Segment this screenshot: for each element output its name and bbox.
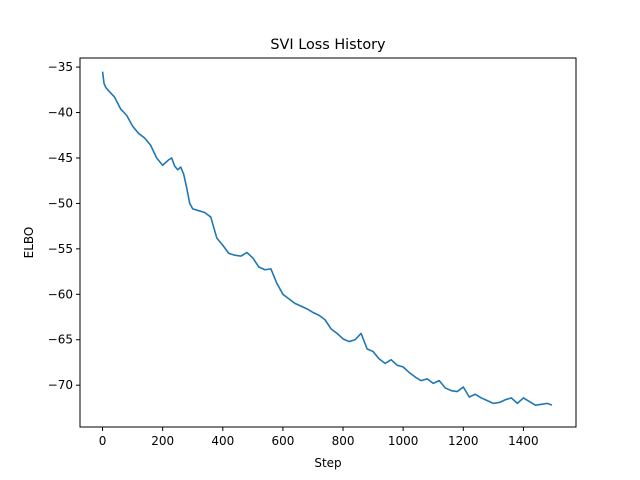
- y-tick-label: −40: [48, 106, 73, 120]
- y-tick-label: −70: [48, 378, 73, 392]
- y-tick-label: −65: [48, 333, 73, 347]
- y-axis-label: ELBO: [22, 227, 36, 259]
- y-tick-label: −50: [48, 196, 73, 210]
- x-tick-label: 200: [151, 434, 174, 448]
- x-tick-label: 400: [211, 434, 234, 448]
- chart-title: SVI Loss History: [270, 37, 386, 53]
- plot-frame: [79, 57, 577, 428]
- x-tick-label: 1200: [448, 434, 479, 448]
- y-tick-label: −35: [48, 60, 73, 74]
- axis-ticks: 0 200 400 600 800 1000 1200 1400 −35 −40 −45 −50 −55…: [48, 60, 539, 448]
- x-tick-label: 600: [271, 434, 294, 448]
- series-line-0: [101, 71, 553, 406]
- x-tick-label: 800: [332, 434, 355, 448]
- x-tick-label: 1400: [508, 434, 539, 448]
- x-tick-label: 1000: [388, 434, 419, 448]
- y-tick-label: −45: [48, 151, 73, 165]
- y-tick-label: −55: [48, 242, 73, 256]
- x-tick-label: 0: [99, 434, 107, 448]
- plot-area: [101, 71, 553, 406]
- x-axis-label: Step: [314, 456, 341, 470]
- y-tick-label: −60: [48, 287, 73, 301]
